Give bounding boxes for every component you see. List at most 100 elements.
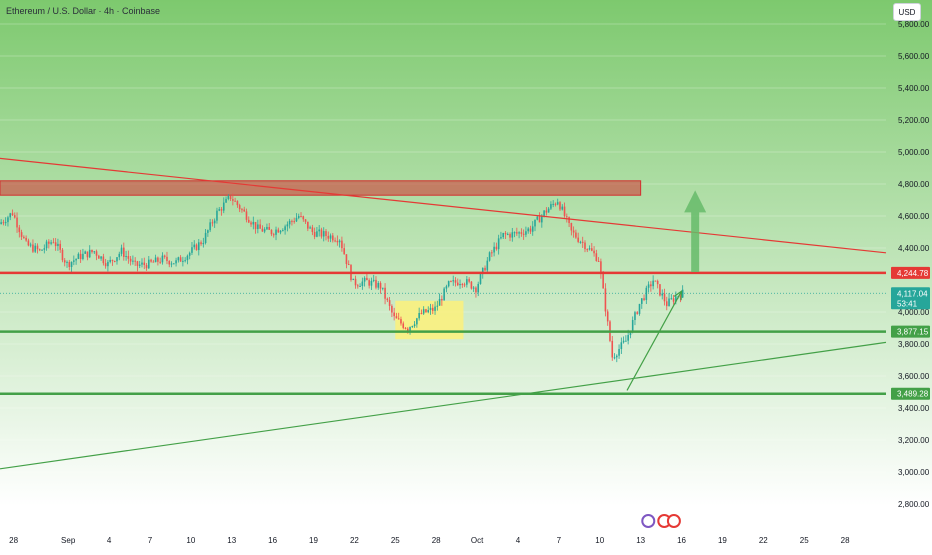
candle-body	[593, 250, 595, 254]
candle-body	[645, 287, 648, 300]
level-price-tag	[891, 266, 930, 279]
candle-body	[566, 216, 568, 218]
candle-body	[650, 284, 652, 287]
candle-body	[304, 219, 307, 222]
candle-body	[502, 232, 505, 238]
candle-body	[229, 196, 232, 200]
candle-body	[640, 298, 643, 304]
candle-body	[341, 240, 343, 249]
candle-body	[679, 296, 682, 298]
candle-body	[243, 209, 246, 212]
event-flag-icon[interactable]	[641, 514, 656, 528]
candle-body	[261, 228, 264, 232]
candle-body	[325, 231, 327, 236]
candle-body	[116, 257, 118, 262]
candle-body	[34, 245, 37, 252]
candle-body	[468, 279, 470, 282]
candle-body	[241, 209, 243, 211]
candle-body	[216, 210, 218, 221]
candle-body	[309, 227, 311, 229]
candle-body	[361, 281, 364, 286]
candle-body	[572, 230, 575, 233]
time-axis-label: Oct	[471, 536, 484, 545]
candle-body	[302, 216, 305, 220]
currency-button[interactable]: USD	[893, 3, 921, 21]
candle-body	[397, 318, 400, 320]
price-axis-label: 3,600.00	[898, 372, 930, 381]
candle-body	[531, 226, 534, 232]
candle-body	[68, 261, 71, 268]
level-price-tag	[891, 387, 930, 400]
candle-body	[568, 217, 570, 224]
candle-body	[518, 232, 520, 234]
candle-body	[486, 260, 489, 271]
time-axis-label: 13	[636, 536, 645, 545]
candle-body	[32, 244, 34, 252]
candle-body	[452, 280, 455, 282]
candle-body	[66, 261, 68, 263]
candle-body	[186, 255, 189, 261]
candle-body	[470, 281, 473, 289]
candle-body	[536, 216, 539, 220]
candle-body	[663, 293, 666, 302]
candle-body	[554, 203, 557, 205]
candle-body	[279, 230, 282, 233]
candle-body	[588, 248, 591, 250]
candle-body	[615, 355, 618, 358]
level-price-tag	[891, 325, 930, 338]
event-flag-icon[interactable]	[666, 514, 681, 528]
candle-body	[50, 242, 52, 244]
time-axis-label: 19	[718, 536, 727, 545]
candle-body	[500, 237, 502, 239]
price-axis-label: 3,400.00	[898, 404, 930, 413]
candle-body	[379, 282, 382, 289]
candle-body	[400, 319, 402, 324]
candle-body	[111, 259, 114, 261]
candle-body	[195, 244, 198, 251]
resistance-zone	[0, 180, 642, 196]
candle-body	[409, 327, 411, 331]
candle-body	[188, 252, 191, 256]
candle-body	[232, 199, 234, 201]
candle-body	[270, 229, 273, 235]
candle-body	[79, 253, 82, 260]
candle-body	[347, 264, 350, 266]
candle-body	[416, 318, 418, 325]
candle-body	[529, 228, 532, 232]
time-axis-label: 22	[759, 536, 768, 545]
candle-body	[250, 222, 252, 225]
time-axis-label: 16	[268, 536, 277, 545]
candle-body	[45, 241, 48, 249]
candle-body	[456, 282, 459, 286]
candle-body	[225, 198, 227, 203]
candle-body	[93, 251, 96, 253]
time-axis-label: 4	[107, 536, 112, 545]
price-axis-label: 4,800.00	[898, 180, 930, 189]
candle-body	[300, 216, 302, 218]
candle-body	[43, 248, 46, 250]
candle-body	[461, 284, 464, 286]
candle-body	[366, 277, 368, 281]
candle-body	[334, 240, 336, 242]
candle-body	[431, 307, 434, 311]
candle-body	[672, 298, 675, 302]
candle-body	[538, 216, 541, 223]
candle-body	[516, 232, 518, 234]
candle-body	[2, 222, 5, 224]
candle-body	[643, 298, 645, 300]
candle-body	[665, 301, 668, 307]
candle-body	[266, 226, 268, 230]
candle-body	[386, 298, 389, 301]
candle-body	[295, 217, 298, 222]
price-axis-label: 5,600.00	[898, 52, 930, 61]
candle-body	[652, 280, 654, 287]
time-axis-label: 7	[557, 536, 562, 545]
time-axis-label: 28	[432, 536, 441, 545]
candle-body	[434, 306, 436, 311]
candle-body	[25, 237, 27, 241]
candle-body	[520, 232, 523, 234]
countdown-label: 53:41	[897, 299, 918, 308]
candle-body	[193, 244, 196, 248]
